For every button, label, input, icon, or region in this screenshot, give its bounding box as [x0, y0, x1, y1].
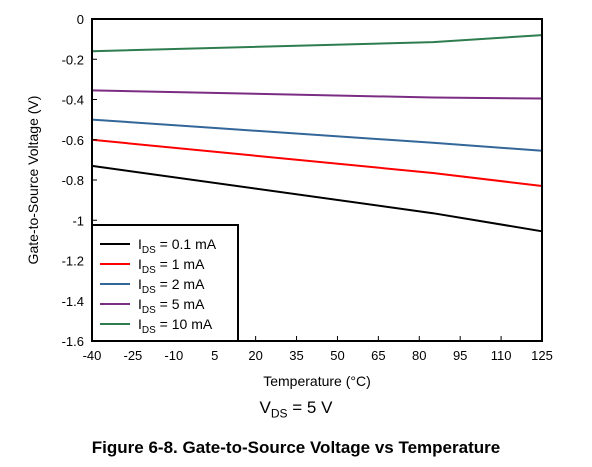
series-line-4 [91, 34, 543, 53]
condition-sub: DS [270, 406, 288, 421]
y-tick-label: -0.4 [62, 93, 84, 108]
series-line-1 [91, 138, 543, 187]
series-lines [91, 34, 543, 233]
chart: -40 -25 -10 5 20 35 50 65 80 95 110 125 0 -0.2 -0.4 -0.… [25, 12, 553, 389]
x-tick-label: 5 [211, 348, 218, 363]
y-tick-label: 0 [77, 12, 84, 27]
y-tick-label: -1 [72, 213, 84, 228]
legend-label-4: IDS = 10 mA [138, 316, 213, 336]
y-tick-label: -0.6 [62, 133, 84, 148]
x-tick-label: -25 [124, 348, 143, 363]
y-tick-label: -1.6 [62, 334, 84, 349]
series-line-3 [91, 89, 543, 100]
x-tick-label: 110 [491, 348, 512, 363]
legend-label-2: IDS = 2 mA [138, 276, 205, 296]
legend-label-1: IDS = 1 mA [138, 256, 205, 276]
figure-caption: Figure 6-8. Gate-to-Source Voltage vs Te… [91, 438, 501, 457]
x-tick-label: -40 [83, 348, 102, 363]
x-tick-label: 20 [248, 348, 262, 363]
x-tick-label: 65 [371, 348, 385, 363]
legend-label-3: IDS = 5 mA [138, 296, 205, 316]
x-tick-label: -10 [164, 348, 183, 363]
y-axis-title: Gate-to-Source Voltage (V) [25, 96, 41, 265]
legend-label-0: IDS = 0.1 mA [138, 236, 217, 256]
axis-ticks: -40 -25 -10 5 20 35 50 65 80 95 110 125 0 -0.2 -0.4 -0.… [62, 12, 553, 363]
x-tick-label: 50 [330, 348, 344, 363]
y-tick-label: -1.4 [62, 294, 84, 309]
x-axis-title: Temperature (°C) [263, 373, 371, 389]
y-tick-label: -0.2 [62, 52, 84, 67]
x-tick-label: 125 [531, 348, 553, 363]
y-tick-label: -1.2 [62, 254, 84, 269]
y-tick-label: -0.8 [62, 173, 84, 188]
condition-rest: = 5 V [287, 398, 333, 417]
x-tick-label: 80 [412, 348, 426, 363]
condition-prefix: V [259, 398, 271, 417]
series-line-2 [91, 118, 543, 152]
series-line-0 [91, 164, 543, 233]
x-tick-label: 35 [289, 348, 303, 363]
test-condition: VDS = 5 V [0, 398, 592, 420]
x-tick-label: 95 [453, 348, 467, 363]
